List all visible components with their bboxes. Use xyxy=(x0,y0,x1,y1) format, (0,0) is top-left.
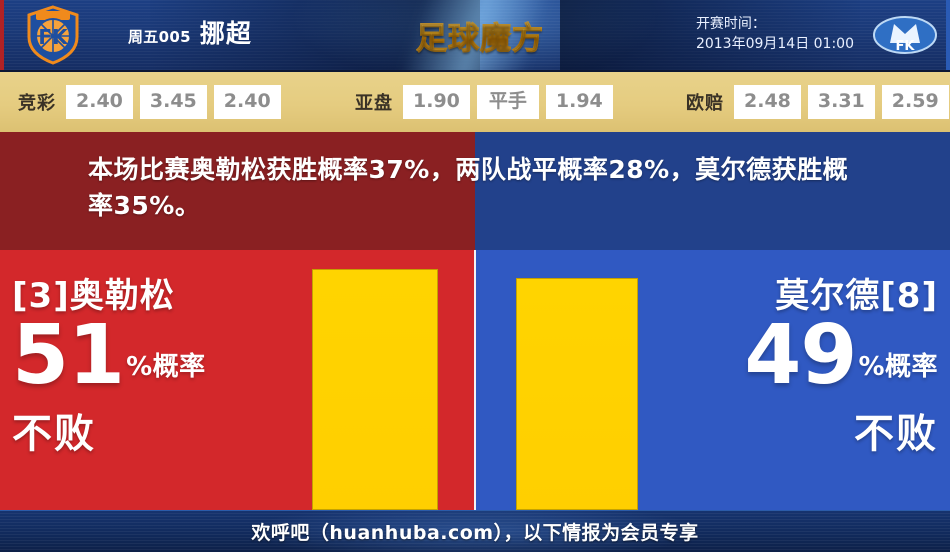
odds-group-jingcai: 竞彩 2.40 3.45 2.40 xyxy=(18,85,281,119)
odds-cell-draw[interactable]: 3.31 xyxy=(807,85,875,119)
odds-cell-handicap[interactable]: 平手 xyxy=(476,85,539,119)
kickoff-label: 开赛时间： xyxy=(695,16,766,32)
bar-away xyxy=(516,278,638,510)
brand-logo-text: 足球魔方 xyxy=(416,13,544,58)
summary-band-away-half xyxy=(475,132,950,250)
header-left-accent xyxy=(0,0,4,70)
odds-group-asian-handicap: 亚盘 1.90 平手 1.94 xyxy=(355,85,613,119)
footer-bar: 欢呼吧（huanhuba.com），以下情报为会员专享 xyxy=(0,510,950,552)
away-stats: 莫尔德[8] 49 %概率 不败 xyxy=(646,276,938,459)
odds-group-label: 欧赔 xyxy=(686,93,724,114)
away-percent-value: 49 xyxy=(744,308,857,404)
summary-band-home-half xyxy=(0,132,475,250)
odds-cell-away[interactable]: 2.40 xyxy=(213,85,281,119)
home-percent-value: 51 xyxy=(12,308,125,404)
header-wedge-right xyxy=(560,0,860,70)
odds-cell-away[interactable]: 2.59 xyxy=(881,85,949,119)
home-team-name: [3]奥勒松 xyxy=(12,276,175,316)
away-outcome-label: 不败 xyxy=(854,411,938,458)
away-percent-row: 49 %概率 xyxy=(646,308,938,404)
home-outcome-label: 不败 xyxy=(12,411,96,458)
odds-cell-draw[interactable]: 3.45 xyxy=(139,85,207,119)
home-percent-suffix: %概率 xyxy=(126,352,206,383)
home-team-crest-icon: FK xyxy=(22,4,84,66)
home-stats: [3]奥勒松 51 %概率 不败 xyxy=(12,276,304,459)
probability-comparison: [3]奥勒松 51 %概率 不败 莫尔德[8] 49 %概率 不败 xyxy=(0,250,950,510)
away-percent-suffix: %概率 xyxy=(858,352,938,383)
bar-home xyxy=(312,269,438,510)
odds-cell-away[interactable]: 1.94 xyxy=(545,85,613,119)
league-name: 挪超 xyxy=(199,19,252,48)
header-right-accent xyxy=(946,0,950,70)
odds-group-label: 竞彩 xyxy=(18,93,56,114)
header-bar: FK FK 周五005 挪超 足球魔方 开赛时间： 2013年09月14日 01… xyxy=(0,0,950,70)
odds-cell-home[interactable]: 2.40 xyxy=(66,85,133,119)
odds-group-label: 亚盘 xyxy=(355,93,393,114)
svg-text:FK: FK xyxy=(896,39,916,54)
kickoff-value: 2013年09月14日 01:00 xyxy=(695,36,854,53)
summary-band: 本场比赛奥勒松获胜概率37%，两队战平概率28%，莫尔德获胜概率35%。 xyxy=(0,132,950,250)
svg-text:FK: FK xyxy=(38,25,69,49)
odds-cell-home[interactable]: 1.90 xyxy=(403,85,470,119)
odds-cell-home[interactable]: 2.48 xyxy=(734,85,801,119)
away-team-name: 莫尔德[8] xyxy=(775,276,938,316)
kickoff-time-block: 开赛时间： 2013年09月14日 01:00 xyxy=(696,14,854,55)
away-team-crest-icon: FK xyxy=(872,10,938,60)
odds-bar: 竞彩 2.40 3.45 2.40 亚盘 1.90 平手 1.94 欧赔 2.4… xyxy=(0,70,950,132)
match-round-number: 周五005 xyxy=(128,28,191,46)
league-block: 周五005 挪超 xyxy=(128,14,252,50)
brand-logo: 足球魔方 xyxy=(400,8,560,62)
odds-group-european: 欧赔 2.48 3.31 2.59 xyxy=(686,85,949,119)
home-percent-row: 51 %概率 xyxy=(12,308,304,404)
footer-text: 欢呼吧（huanhuba.com），以下情报为会员专享 xyxy=(251,522,699,544)
summary-text: 本场比赛奥勒松获胜概率37%，两队战平概率28%，莫尔德获胜概率35%。 xyxy=(88,155,849,221)
panel-divider xyxy=(474,250,476,510)
